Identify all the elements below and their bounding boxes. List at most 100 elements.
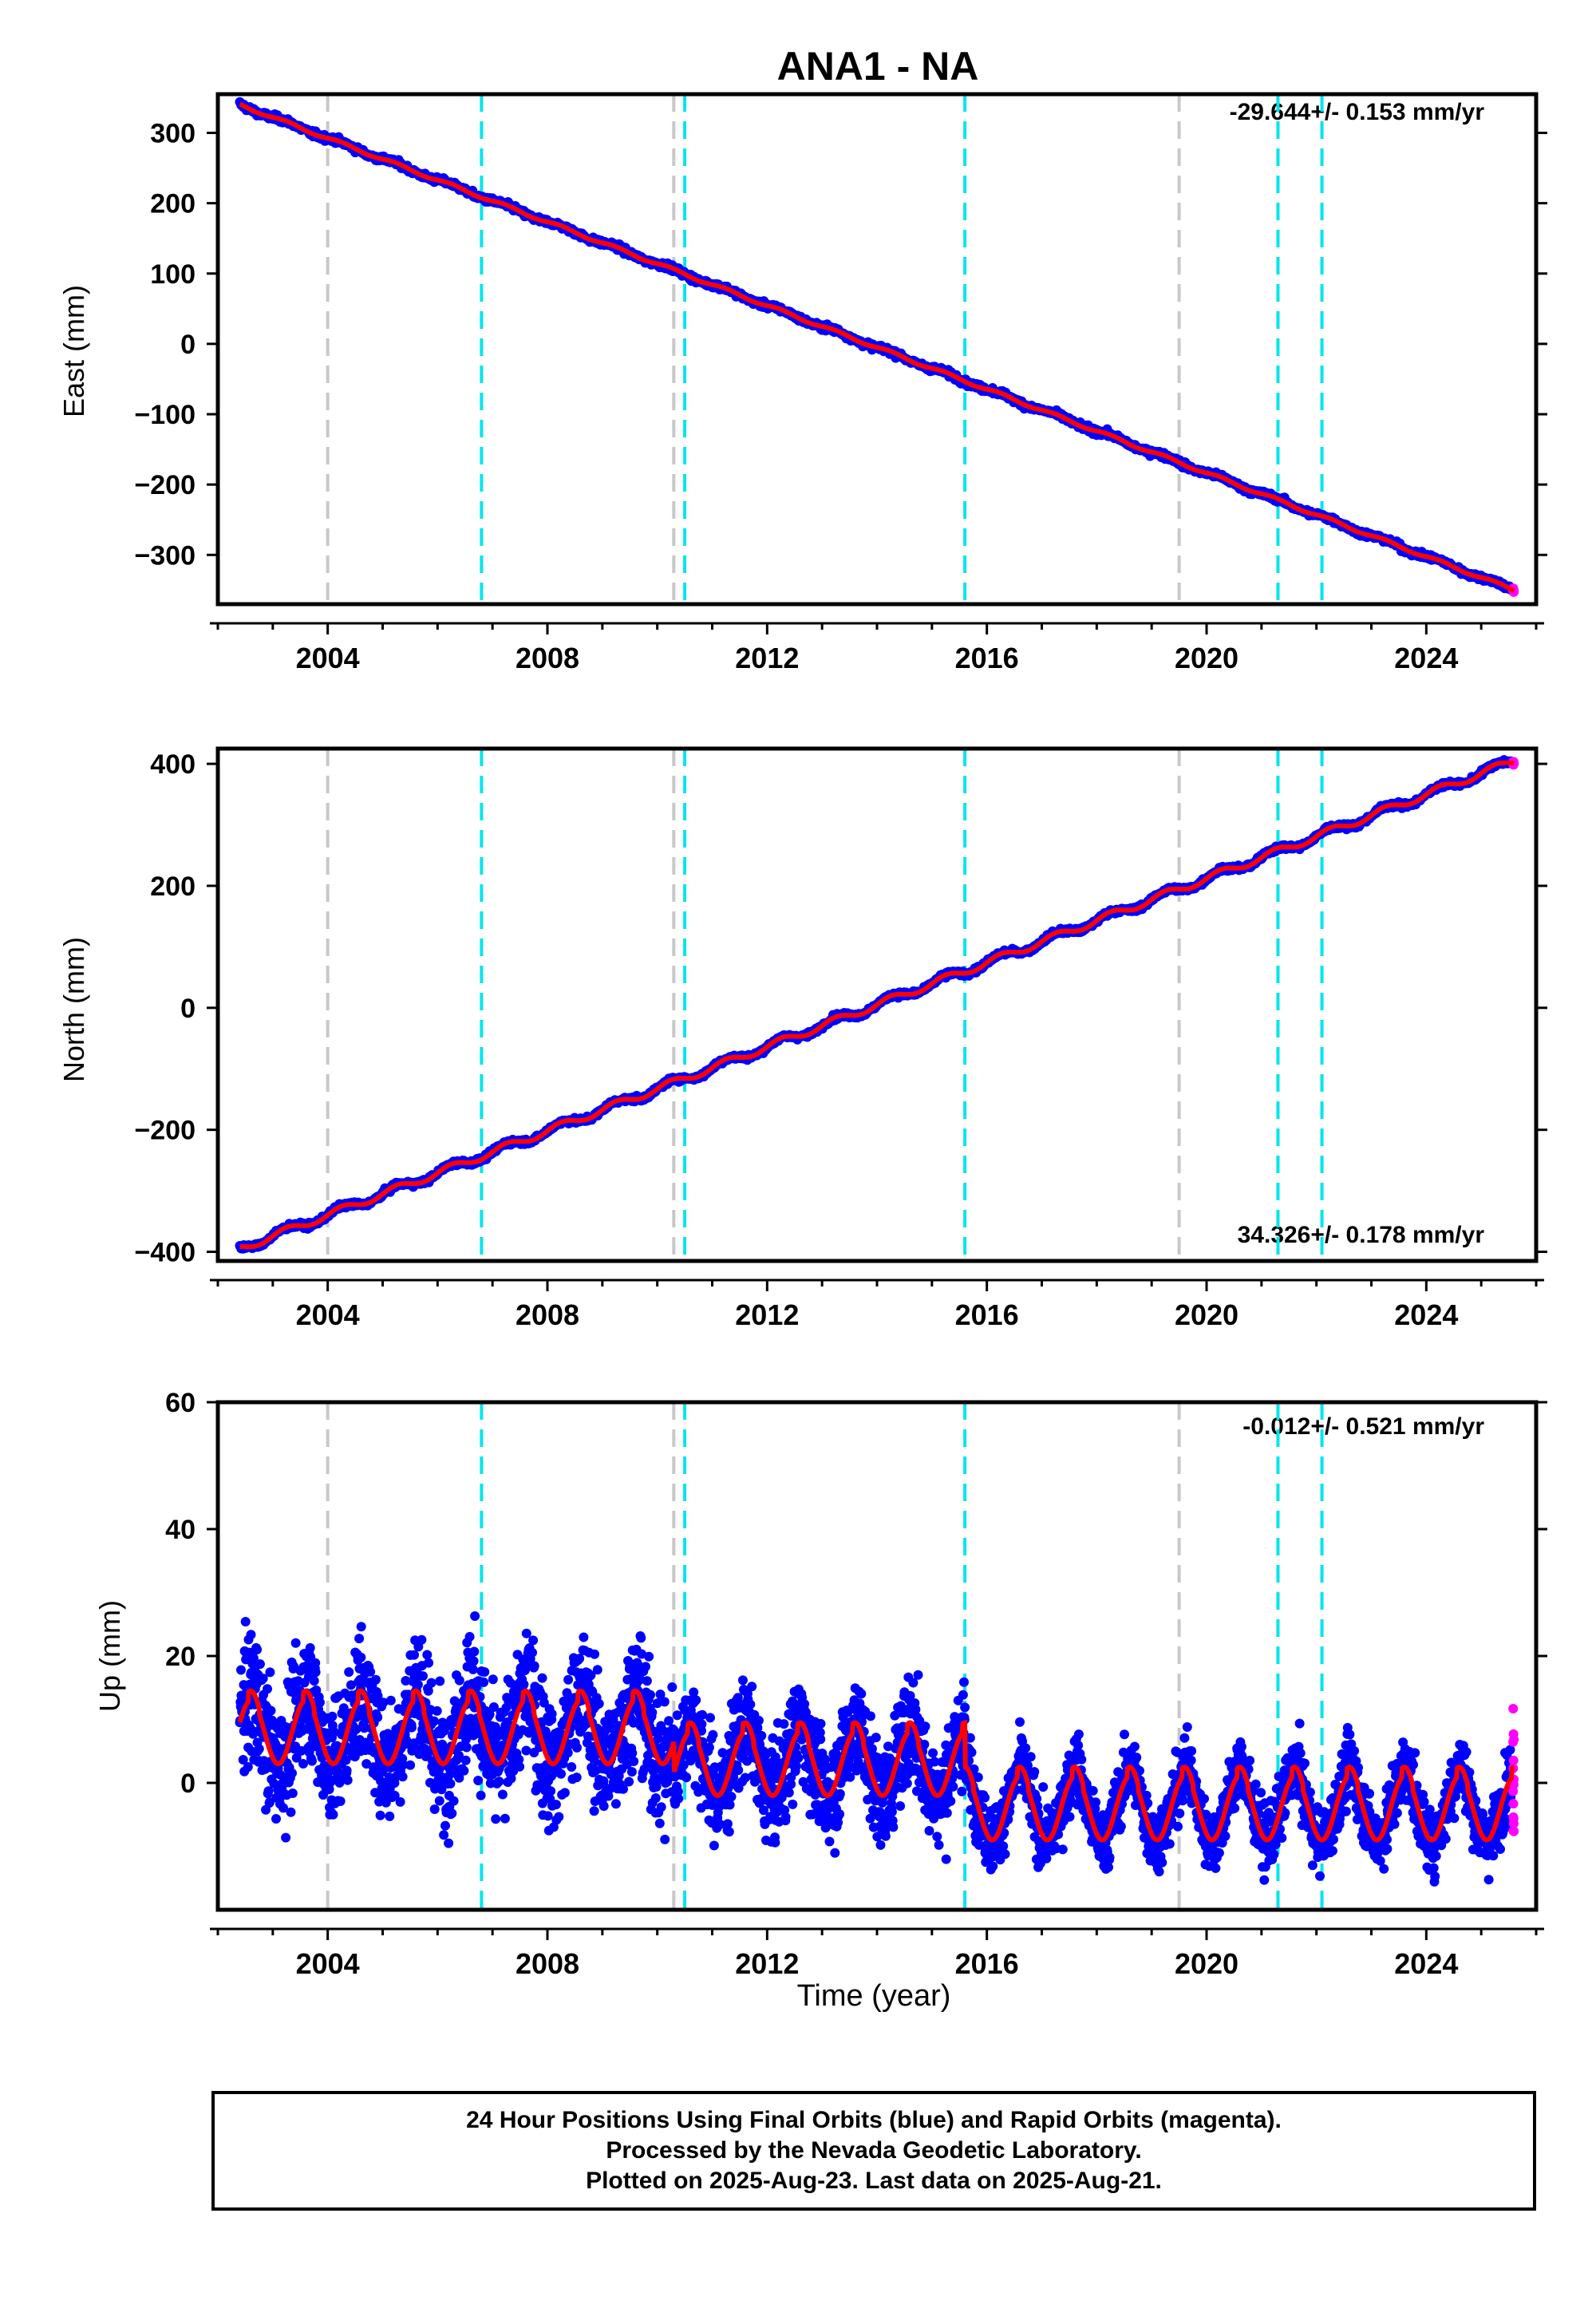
final-orbit-point [290, 1638, 301, 1648]
final-orbit-point [310, 1658, 321, 1668]
final-orbit-point [406, 1722, 417, 1733]
final-orbit-point [271, 1814, 281, 1824]
final-orbit-point [519, 1679, 529, 1690]
y-tick-label: −300 [134, 540, 196, 571]
north-rate-label: 34.326+/- 0.178 mm/yr [1238, 1222, 1485, 1248]
final-orbit-point [370, 1674, 381, 1685]
final-orbit-point [307, 1756, 317, 1766]
final-orbit-point [365, 1666, 376, 1677]
final-orbit-point [422, 1650, 433, 1660]
final-orbit-point [491, 1814, 501, 1824]
final-orbit-point [497, 1789, 508, 1800]
final-orbit-point [287, 1788, 298, 1798]
final-orbit-point [448, 1796, 459, 1806]
final-orbit-point [375, 1810, 385, 1820]
y-tick-label: 300 [150, 118, 196, 148]
final-orbit-point [515, 1761, 525, 1772]
final-orbit-point [476, 1790, 486, 1800]
final-orbit-point [254, 1744, 264, 1754]
final-orbit-point [286, 1807, 296, 1817]
x-tick-label: 2004 [296, 642, 360, 674]
final-orbit-point [314, 1697, 325, 1708]
final-orbit-point [413, 1679, 423, 1690]
final-orbit-point [354, 1634, 365, 1644]
x-tick-label: 2004 [296, 1298, 360, 1331]
final-orbit-point [287, 1768, 297, 1778]
final-orbit-point [298, 1759, 308, 1769]
final-orbit-point [344, 1667, 354, 1678]
north-ylabel: North (mm) [57, 937, 90, 1082]
final-orbit-point [469, 1646, 480, 1657]
final-orbit-point [429, 1804, 440, 1814]
final-orbit-point [417, 1634, 427, 1645]
final-orbit-point [444, 1838, 454, 1848]
y-tick-label: −200 [134, 470, 196, 500]
final-orbit-point [305, 1642, 315, 1653]
y-tick-label: 200 [150, 871, 196, 902]
x-tick-label: 2012 [735, 1298, 799, 1331]
final-orbit-point [432, 1705, 442, 1716]
final-orbit-point [342, 1765, 352, 1776]
y-tick-label: −400 [134, 1238, 196, 1268]
x-tick-label: 2024 [1394, 1298, 1458, 1331]
final-orbit-point [236, 1665, 246, 1675]
final-orbit-point [373, 1712, 383, 1722]
final-orbit-point [459, 1765, 469, 1776]
y-tick-label: 0 [180, 330, 196, 360]
final-orbit-point [356, 1622, 366, 1632]
final-orbit-point [246, 1630, 256, 1640]
final-orbit-point [395, 1796, 405, 1807]
final-orbit-point [255, 1659, 265, 1670]
east-ylabel: East (mm) [57, 285, 90, 417]
y-tick-label: 0 [180, 994, 196, 1024]
final-orbit-point [266, 1705, 276, 1716]
final-orbit-point [265, 1667, 275, 1678]
x-tick-label: 2020 [1175, 642, 1238, 674]
final-orbit-point [473, 1776, 484, 1785]
final-orbit-point [429, 1716, 439, 1726]
final-orbit-point [470, 1611, 480, 1621]
y-tick-label: −100 [134, 400, 196, 430]
final-orbit-point [335, 1796, 346, 1806]
final-orbit-point [434, 1796, 444, 1806]
final-orbit-point [426, 1678, 437, 1688]
final-orbit-point [385, 1811, 395, 1821]
north-panel: North (mm) 34.326+/- 0.178 mm/yr 400 200 0… [57, 746, 1547, 1331]
chart-title: ANA1 - NA [777, 44, 979, 89]
final-orbit-point [327, 1711, 338, 1721]
x-tick-label: 2024 [1394, 642, 1458, 674]
y-tick-label: 100 [150, 259, 196, 290]
final-orbit-point [263, 1684, 272, 1694]
final-orbit-point [409, 1650, 419, 1660]
final-orbit-point [424, 1658, 434, 1668]
final-orbit-point [461, 1742, 472, 1753]
final-orbit-point [454, 1675, 464, 1686]
x-tick-label: 2016 [955, 1298, 1019, 1331]
final-orbit-point [240, 1617, 251, 1626]
final-orbit-point [309, 1676, 319, 1686]
final-orbit-point [460, 1755, 471, 1765]
final-orbit-point [439, 1830, 449, 1840]
final-orbit-point [440, 1820, 450, 1831]
final-orbit-point [397, 1772, 408, 1782]
x-tick-label: 2012 [735, 642, 799, 674]
final-orbit-point [445, 1779, 456, 1788]
final-orbit-point [328, 1809, 338, 1820]
final-orbit-point [468, 1664, 478, 1674]
x-tick-label: 2016 [955, 642, 1019, 674]
x-tick-label: 2008 [516, 642, 579, 674]
y-tick-label: 400 [150, 749, 196, 780]
x-tick-label: 2020 [1175, 1298, 1238, 1331]
final-orbit-point [468, 1656, 479, 1666]
final-orbit-point [480, 1667, 490, 1677]
final-orbit-point [405, 1760, 416, 1770]
up-panel: Up (mm) -0.012+/- 0.521 mm/yr 6040200200… [93, 1388, 1547, 1980]
x-tick-label: 2008 [516, 1298, 579, 1331]
final-orbit-point [281, 1832, 291, 1843]
y-tick-label: 200 [150, 189, 196, 219]
final-orbit-point [447, 1808, 457, 1819]
final-orbit-point [494, 1777, 504, 1787]
y-tick-label: −200 [134, 1116, 196, 1146]
final-orbit-point [252, 1645, 263, 1654]
